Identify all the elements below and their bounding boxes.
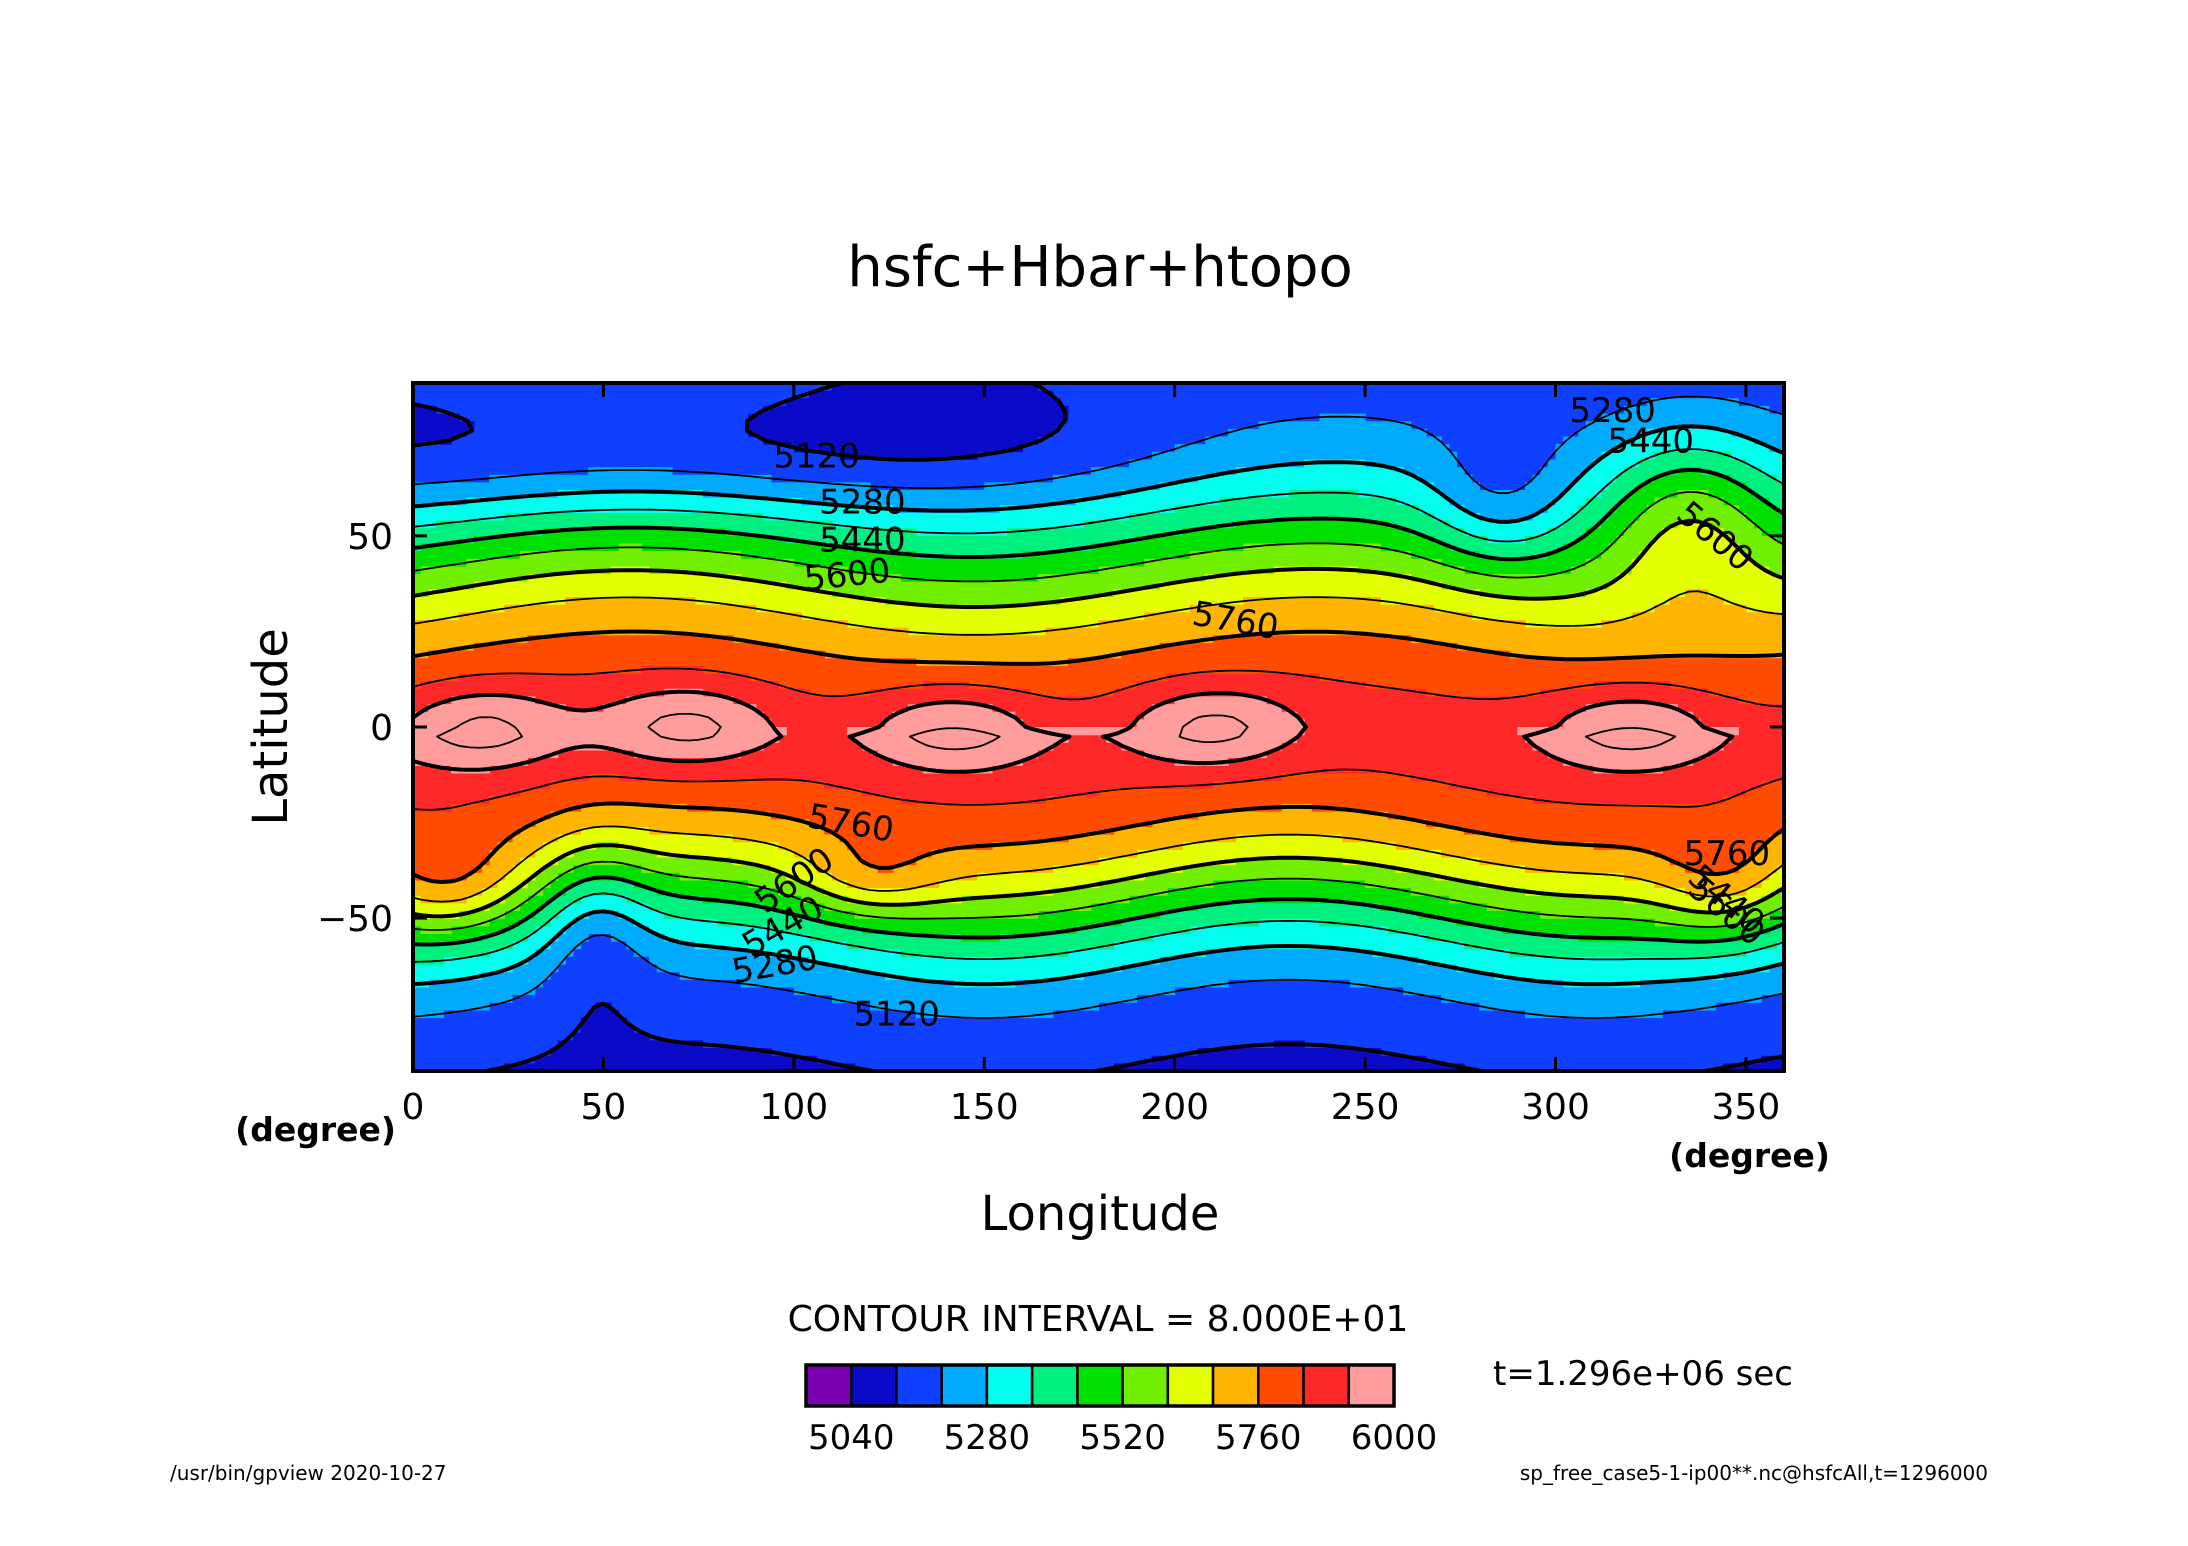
- y-tick-label: 0: [370, 708, 393, 749]
- contour-line: [413, 424, 1784, 987]
- colorbar-label: 5520: [1079, 1418, 1166, 1458]
- contour-line: [413, 667, 1784, 811]
- x-tick-label: 300: [1521, 1087, 1590, 1128]
- colorbar-label: 5760: [1215, 1418, 1302, 1458]
- colorbar-frame: [804, 1363, 1396, 1408]
- contour-fill-band: [413, 451, 1784, 965]
- colorbar-label: 5040: [808, 1418, 895, 1458]
- contour-line: [436, 712, 1677, 751]
- y-axis-title: Latitude: [243, 628, 299, 826]
- contour-fill-band: [413, 467, 1784, 942]
- x-tick-label: 0: [402, 1087, 425, 1128]
- contour-fill-band: [413, 589, 1784, 904]
- contour-interval: CONTOUR INTERVAL = 8.000E+01: [788, 1299, 1409, 1340]
- colorbar-swatch: [985, 1363, 1034, 1408]
- contour-fill-band: [413, 398, 1784, 1019]
- contour-line: [413, 467, 1784, 947]
- contour-line: [413, 689, 1735, 774]
- colorbar-swatch: [1166, 1363, 1215, 1408]
- contour-label: 5600: [802, 551, 892, 600]
- contour-label: 5280: [1569, 391, 1656, 431]
- contour-label: 5440: [819, 521, 906, 561]
- contour-fill-band: [413, 490, 1784, 934]
- x-axis-unit-right: (degree): [1669, 1136, 1830, 1175]
- y-axis: −50 0 50: [317, 517, 1784, 940]
- x-tick-label: 100: [759, 1087, 828, 1128]
- contour-line: [413, 590, 1784, 903]
- contour-label: 5760: [1684, 834, 1771, 874]
- contour-fill-band: [413, 665, 1784, 812]
- colorbar-swatch: [895, 1363, 943, 1408]
- contour-line: [413, 518, 1784, 919]
- plot-area: [413, 383, 1784, 1071]
- contour-label: 5440: [1607, 421, 1694, 461]
- footer-right: sp_free_case5-1-ip00**.nc@hsfcAll,t=1296…: [1520, 1461, 1988, 1485]
- colorbar-swatch: [1076, 1363, 1124, 1408]
- colorbar-label: 5280: [944, 1418, 1031, 1458]
- x-axis-unit-left: (degree): [235, 1110, 396, 1149]
- x-tick-label: 50: [581, 1087, 627, 1128]
- contour-fill-band: [413, 428, 1784, 988]
- colorbar-swatch: [1347, 1363, 1396, 1408]
- y-tick-label: −50: [317, 899, 393, 940]
- contour-line: [413, 395, 1784, 1019]
- footer-left: /usr/bin/gpview 2020-10-27: [170, 1461, 447, 1485]
- x-tick-label: 200: [1140, 1087, 1209, 1128]
- x-tick-label: 250: [1331, 1087, 1400, 1128]
- contour-fill-band: [413, 383, 1784, 1071]
- x-axis: 0 50 100 150 200 250 300 350: [402, 383, 1781, 1128]
- x-tick-label: 350: [1712, 1087, 1781, 1128]
- colorbar-swatch: [1211, 1363, 1260, 1408]
- contour-line: [413, 629, 1784, 884]
- contour-label: 5280: [819, 482, 906, 522]
- contour-label: 5120: [853, 995, 940, 1035]
- colorbar-swatch: [940, 1363, 989, 1408]
- colorbar-swatch: [804, 1363, 853, 1408]
- colorbar-swatch: [1121, 1363, 1170, 1408]
- x-tick-label: 150: [950, 1087, 1019, 1128]
- chart-title: hsfc+Hbar+htopo: [847, 235, 1353, 300]
- contour-lines: [413, 383, 1784, 1071]
- colorbar: 5040 5280 5520 5760 6000: [804, 1363, 1438, 1458]
- contour-fills: [413, 383, 1784, 1071]
- colorbar-swatch: [849, 1363, 898, 1408]
- contour-line: [413, 448, 1784, 963]
- contour-fill-band: [413, 520, 1784, 919]
- time-stamp: t=1.296e+06 sec: [1493, 1354, 1793, 1394]
- y-tick-label: 50: [347, 517, 393, 558]
- contour-line: [413, 491, 1784, 931]
- colorbar-swatch: [1030, 1363, 1079, 1408]
- colorbar-label: 6000: [1351, 1418, 1438, 1458]
- colorbar-swatch: [1257, 1363, 1305, 1408]
- contour-fill-band: [413, 688, 1739, 774]
- colorbar-swatch: [1302, 1363, 1351, 1408]
- x-axis-title: Longitude: [981, 1186, 1220, 1242]
- contour-label: 5120: [773, 437, 860, 477]
